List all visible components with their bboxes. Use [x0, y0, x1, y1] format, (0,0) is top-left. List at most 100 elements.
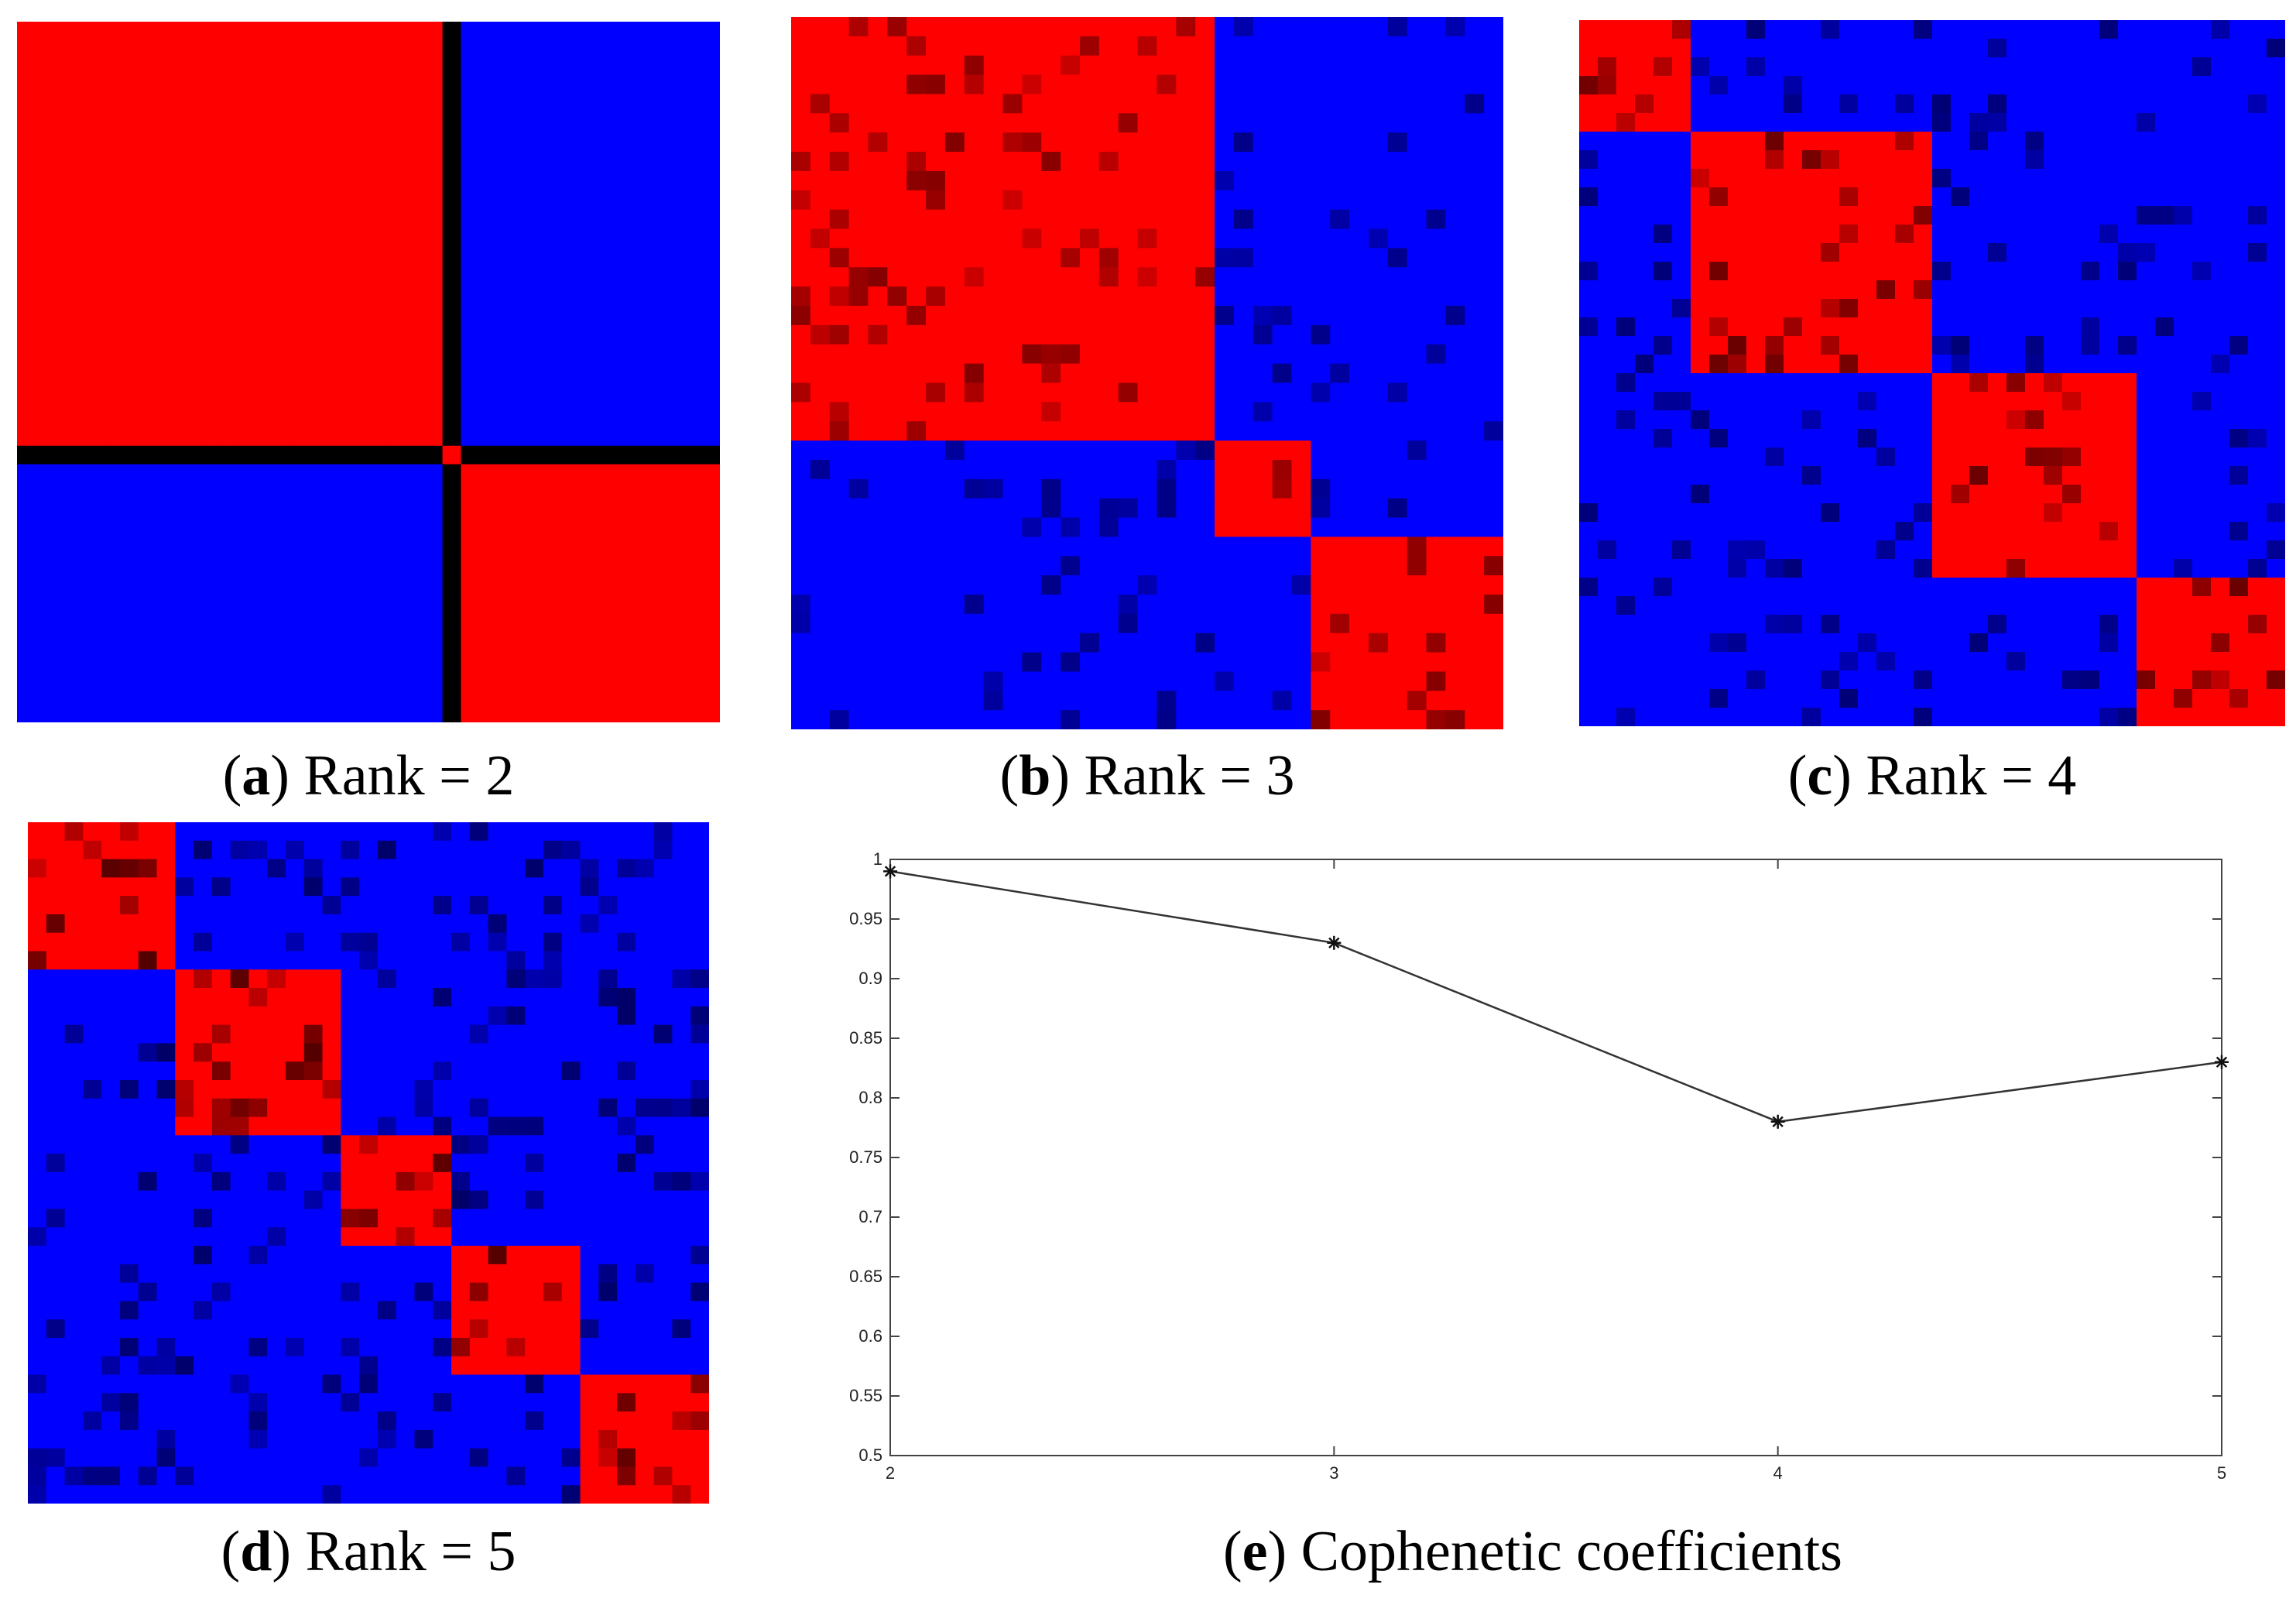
- heatmap-cell: [35, 206, 55, 225]
- heatmap-cell: [1969, 540, 1989, 560]
- heatmap-cell: [461, 520, 480, 539]
- heatmap-cell: [1098, 248, 1119, 268]
- heatmap-cell: [868, 36, 888, 57]
- heatmap-cell: [414, 840, 433, 860]
- heatmap-cell: [1616, 150, 1636, 170]
- heatmap-cell: [691, 932, 709, 952]
- heatmap-cell: [1802, 596, 1821, 616]
- heatmap-cell: [156, 1135, 176, 1154]
- heatmap-cell: [1330, 671, 1350, 691]
- heatmap-cell: [1616, 132, 1636, 151]
- heatmap-cell: [1426, 633, 1446, 653]
- heatmap-cell: [2062, 225, 2082, 244]
- heatmap-cell: [906, 305, 927, 326]
- heatmap-cell: [683, 648, 702, 668]
- heatmap-cell: [1914, 113, 1933, 132]
- heatmap-cell: [1765, 522, 1784, 541]
- heatmap-cell: [1118, 613, 1139, 634]
- heatmap-cell: [109, 629, 129, 650]
- heatmap-cell: [1176, 113, 1196, 133]
- heatmap-cell: [194, 859, 213, 878]
- heatmap-cell: [238, 593, 259, 612]
- heatmap-cell: [561, 877, 581, 897]
- heatmap-cell: [479, 280, 499, 299]
- heatmap-cell: [1195, 190, 1215, 211]
- heatmap-cell: [2099, 503, 2119, 523]
- heatmap-cell: [1969, 150, 1989, 170]
- heatmap-cell: [2155, 225, 2174, 244]
- heatmap-cell: [498, 427, 517, 447]
- heatmap-cell: [608, 482, 629, 502]
- heatmap-cell: [276, 667, 296, 686]
- heatmap-cell: [156, 1043, 176, 1062]
- heatmap-cell: [386, 58, 406, 78]
- heatmap-cell: [479, 334, 499, 355]
- heatmap-cell: [294, 612, 314, 631]
- heatmap-cell: [1465, 305, 1485, 326]
- heatmap-cell: [1445, 575, 1465, 595]
- heatmap-cell: [848, 633, 869, 653]
- heatmap-cell: [368, 114, 388, 133]
- heatmap-cell: [1765, 206, 1784, 225]
- heatmap-cell: [220, 353, 240, 373]
- heatmap-cell: [230, 914, 249, 934]
- heatmap-cell: [2192, 299, 2212, 318]
- heatmap-cell: [488, 914, 507, 934]
- heatmap-cell: [461, 629, 480, 650]
- heatmap-cell: [1022, 170, 1042, 191]
- heatmap-cell: [461, 242, 480, 262]
- heatmap-cell: [1407, 36, 1427, 57]
- heatmap-cell: [2118, 559, 2137, 578]
- heatmap-cell: [138, 896, 158, 915]
- heatmap-cell: [17, 58, 36, 78]
- heatmap-cell: [664, 593, 684, 612]
- heatmap-cell: [1709, 670, 1729, 690]
- heatmap-cell: [2006, 113, 2026, 132]
- heatmap-cell: [128, 445, 147, 465]
- heatmap-cell: [683, 132, 702, 152]
- heatmap-cell: [350, 629, 369, 650]
- heatmap-cell: [350, 39, 369, 60]
- heatmap-cell: [1253, 152, 1273, 172]
- heatmap-cell: [791, 421, 811, 441]
- heatmap-cell: [257, 169, 277, 188]
- heatmap-cell: [461, 353, 480, 373]
- heatmap-cell: [791, 152, 811, 172]
- heatmap-cell: [17, 224, 36, 244]
- heatmap-cell: [791, 652, 811, 672]
- heatmap-cell: [1969, 689, 1989, 708]
- heatmap-cell: [535, 353, 554, 373]
- heatmap-cell: [646, 482, 665, 502]
- heatmap-cell: [1484, 537, 1503, 557]
- heatmap-cell: [516, 150, 536, 170]
- heatmap-cell: [543, 1116, 563, 1136]
- heatmap-cell: [72, 39, 92, 60]
- heatmap-cell: [1368, 537, 1389, 557]
- heatmap-cell: [1802, 262, 1821, 281]
- heatmap-cell: [405, 22, 425, 41]
- heatmap-cell: [598, 822, 618, 842]
- heatmap-cell: [1914, 429, 1933, 448]
- heatmap-cell: [109, 648, 129, 668]
- heatmap-cell: [1387, 344, 1408, 365]
- heatmap-cell: [2137, 466, 2156, 485]
- heatmap-cell: [1465, 710, 1485, 729]
- heatmap-cell: [35, 464, 55, 483]
- heatmap-cell: [64, 822, 84, 842]
- heatmap-cell: [1635, 113, 1654, 132]
- heatmap-cell: [608, 206, 629, 225]
- heatmap-cell: [868, 671, 888, 691]
- heatmap-cell: [646, 206, 665, 225]
- heatmap-cell: [1445, 402, 1465, 422]
- heatmap-cell: [91, 261, 111, 281]
- heatmap-cell: [1969, 670, 1989, 690]
- heatmap-cell: [238, 298, 259, 317]
- heatmap-cell: [1914, 187, 1933, 207]
- heatmap-cell: [1746, 243, 1766, 262]
- heatmap-cell: [276, 317, 296, 336]
- heatmap-cell: [1137, 382, 1158, 403]
- heatmap-cell: [1137, 594, 1158, 615]
- heatmap-cell: [2229, 336, 2249, 355]
- heatmap-cell: [1233, 132, 1254, 153]
- heatmap-cell: [2025, 503, 2044, 523]
